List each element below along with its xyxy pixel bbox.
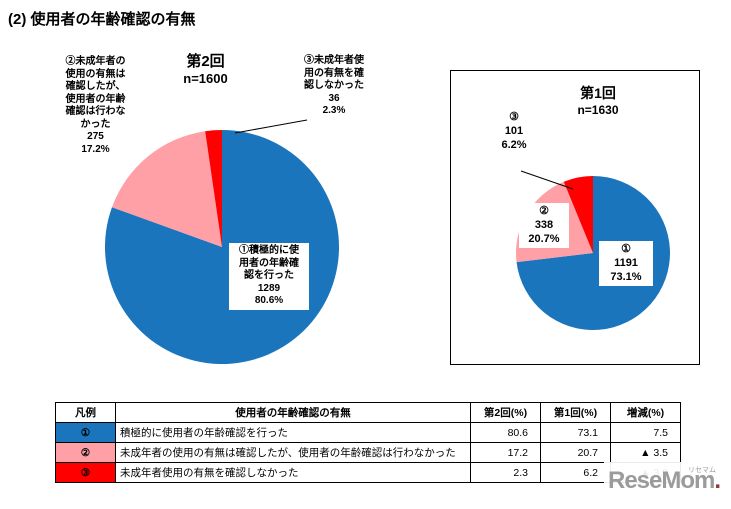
table-row: ② 未成年者の使用の有無は確認したが、使用者の年齢確認は行わなかった 17.2 …	[55, 442, 681, 463]
resemom-watermark: リセマム ReseMom.	[604, 462, 730, 500]
row3-round1: 6.2	[540, 462, 611, 483]
header-round1: 第1回(%)	[540, 402, 611, 423]
round2-slice2-label: ②未成年者の 使用の有無は 確認したが、 使用者の年齢 確認は行わな かった 2…	[65, 56, 126, 155]
round2-round-label: 第2回	[186, 53, 225, 70]
row2-round2: 17.2	[470, 442, 541, 463]
chart-round2: ②未成年者の 使用の有無は 確認したが、 使用者の年齢 確認は行わな かった 2…	[40, 45, 400, 385]
table-row: ③ 未成年者使用の有無を確認しなかった 2.3 6.2 ▲ 3.9	[55, 462, 681, 483]
leader-line-round1-slice3	[520, 170, 574, 190]
round2-slice3-label: ③未成年者使 用の有無を確 認しなかった 36 2.3%	[304, 55, 364, 116]
pie-slice-not-checked	[563, 176, 593, 253]
table-header-row: 凡例 使用者の年齢確認の有無 第2回(%) 第1回(%) 増減(%)	[55, 402, 681, 423]
row2-desc: 未成年者の使用の有無は確認したが、使用者の年齢確認は行わなかった	[115, 442, 471, 463]
row1-round2: 80.6	[470, 422, 541, 443]
header-round2: 第2回(%)	[470, 402, 541, 423]
header-diff: 増減(%)	[610, 402, 681, 423]
pie-slice-minor-use-checked-only	[111, 131, 222, 247]
round1-title: 第1回 n=1630	[543, 83, 653, 117]
row1-round1: 73.1	[540, 422, 611, 443]
row2-round1: 20.7	[540, 442, 611, 463]
header-question: 使用者の年齢確認の有無	[115, 402, 471, 423]
leader-line-round2-slice3	[234, 119, 308, 134]
row3-round2: 2.3	[470, 462, 541, 483]
table-row: ① 積極的に使用者の年齢確認を行った 80.6 73.1 7.5	[55, 422, 681, 443]
header-legend: 凡例	[55, 402, 116, 423]
row2-diff: ▲ 3.5	[610, 442, 681, 463]
round1-round-label: 第1回	[580, 85, 616, 101]
round1-slice3-label: ③ 101 6.2%	[501, 111, 527, 151]
watermark-ruby: リセマム	[688, 467, 716, 474]
round2-slice1-label: ①積極的に使 用者の年齢確 認を行った 1289 80.6%	[228, 242, 310, 311]
round2-title: 第2回 n=1600	[158, 50, 253, 86]
watermark-logo-text: ReseMom.	[608, 467, 721, 494]
page-title: (2) 使用者の年齢確認の有無	[8, 11, 196, 28]
row1-diff: 7.5	[610, 422, 681, 443]
round2-n-label: n=1600	[183, 71, 228, 86]
chart-round1: 第1回 n=1630 ③ 101 6.2% ② 338 20.7% ① 1191…	[450, 70, 700, 365]
legend-swatch-2: ②	[55, 442, 116, 463]
round1-n-label: n=1630	[577, 103, 619, 117]
pie-slice-not-checked	[205, 130, 222, 247]
row3-desc: 未成年者使用の有無を確認しなかった	[115, 462, 471, 483]
row1-desc: 積極的に使用者の年齢確認を行った	[115, 422, 471, 443]
watermark-dot: .	[714, 467, 721, 494]
round1-slice1-label: ① 1191 73.1%	[599, 241, 653, 287]
pie-slice-age-confirmed	[516, 176, 670, 330]
summary-table: 凡例 使用者の年齢確認の有無 第2回(%) 第1回(%) 増減(%) ① 積極的…	[55, 402, 681, 483]
legend-swatch-3: ③	[55, 462, 116, 483]
round1-slice2-label: ② 338 20.7%	[519, 203, 569, 249]
summary-table-wrap: 凡例 使用者の年齢確認の有無 第2回(%) 第1回(%) 増減(%) ① 積極的…	[55, 402, 681, 483]
legend-swatch-1: ①	[55, 422, 116, 443]
